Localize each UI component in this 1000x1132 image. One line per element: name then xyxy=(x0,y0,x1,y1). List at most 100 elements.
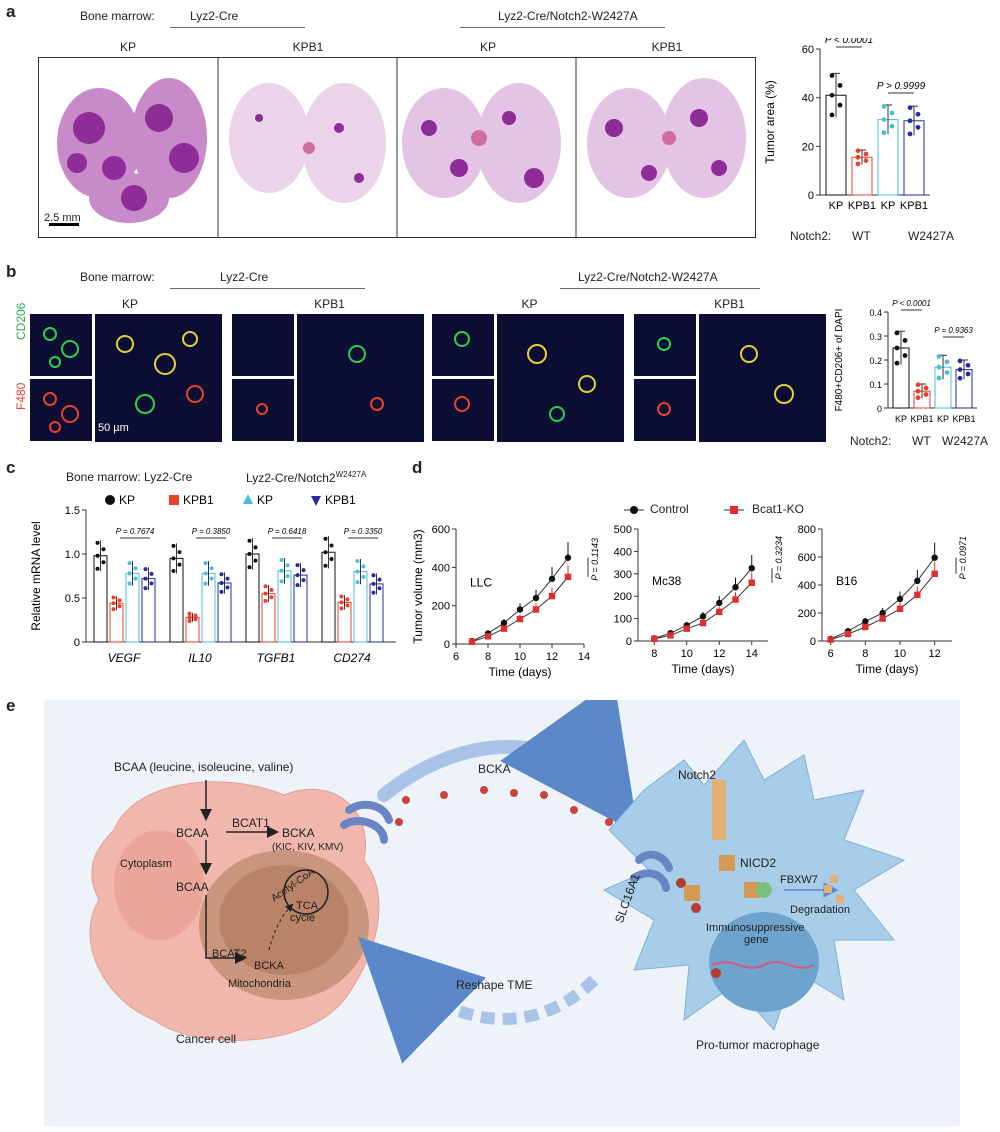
lung-section-kpb1-mut xyxy=(587,78,746,198)
p-value-label: P = 0.6418 xyxy=(268,527,307,536)
y-tick-label: 0.3 xyxy=(869,332,882,342)
lung-section-kp-mut xyxy=(402,83,561,203)
data-point xyxy=(187,611,192,616)
data-point xyxy=(532,594,540,602)
data-point xyxy=(361,564,366,569)
legend-bcat1-ko: Bcat1-KO xyxy=(752,502,805,516)
notch2-label-a: Notch2: xyxy=(790,229,832,243)
col-kpb1-mut-b: KPB1 xyxy=(714,297,745,311)
col-kpb1-a: KPB1 xyxy=(292,40,324,54)
y-tick-label: 0 xyxy=(626,636,632,648)
data-point xyxy=(532,606,540,613)
data-point xyxy=(253,558,258,563)
y-tick-label: 0.4 xyxy=(869,308,882,318)
data-point xyxy=(923,385,929,391)
data-point xyxy=(879,615,886,622)
data-point xyxy=(500,619,508,627)
data-point xyxy=(914,577,921,584)
data-point xyxy=(361,574,366,579)
label-bcka-flow: BCKA xyxy=(478,762,511,776)
data-point xyxy=(944,359,950,365)
label-bcaa-1: BCAA xyxy=(176,826,209,840)
if-cd206-kpb1-mut xyxy=(634,314,696,376)
data-point xyxy=(915,111,921,117)
data-point xyxy=(889,110,895,116)
x-tick-label: KP xyxy=(881,200,896,212)
y-tick-label: 0 xyxy=(810,636,816,648)
data-point xyxy=(879,609,886,617)
slc16a1-transporter xyxy=(635,850,673,872)
bone-marrow-label-c: Bone marrow: Lyz2-Cre xyxy=(66,470,193,484)
data-point xyxy=(127,561,132,566)
stain-f480-label: F480 xyxy=(14,382,28,410)
y-axis-label: F480+CD206+ of DAPI xyxy=(834,309,845,412)
scale-bar-b: 50 µm xyxy=(98,422,129,434)
notch2-receptor xyxy=(712,780,726,840)
data-point xyxy=(225,585,230,590)
x-tick-label: 6 xyxy=(453,651,459,663)
bone-marrow-label-b: Bone marrow: xyxy=(80,270,155,284)
group-notch2-c: Lyz2-Cre/Notch2W2427A xyxy=(246,470,367,485)
data-point xyxy=(894,360,900,366)
data-point xyxy=(915,388,921,394)
data-point xyxy=(516,606,524,613)
data-point xyxy=(748,579,755,586)
y-tick-label: 400 xyxy=(432,562,450,574)
notch2-wt-a: WT xyxy=(852,229,871,243)
schematic-background xyxy=(44,679,960,1126)
chart-d-mc38: 0 100 200 300 400 500 8 10 12 14 Time (days) Mc38 P … xyxy=(614,524,784,676)
y-tick-label: 0 xyxy=(808,190,814,202)
data-point xyxy=(133,566,138,571)
data-point xyxy=(855,148,861,154)
data-point xyxy=(902,353,908,358)
data-point xyxy=(209,576,214,581)
chart-label: LLC xyxy=(470,576,492,590)
data-point xyxy=(219,581,224,586)
data-point xyxy=(285,563,290,568)
data-point xyxy=(748,565,755,572)
data-point xyxy=(936,375,942,381)
data-point xyxy=(881,130,887,136)
legend-marker xyxy=(311,496,321,506)
data-point xyxy=(732,584,739,591)
data-point xyxy=(329,556,334,561)
label-bcaa-title: BCAA (leucine, isoleucine, valine) xyxy=(114,760,294,774)
data-point xyxy=(219,572,224,577)
label-bcaa-2: BCAA xyxy=(176,880,209,894)
data-point xyxy=(263,584,268,589)
y-tick-label: 20 xyxy=(802,141,814,153)
data-point xyxy=(149,571,154,576)
data-point xyxy=(896,595,904,603)
data-point xyxy=(837,102,843,108)
y-tick-label: 40 xyxy=(802,93,814,105)
label-degradation: Degradation xyxy=(790,904,850,916)
x-tick-label: KPB1 xyxy=(910,414,933,424)
data-point xyxy=(881,117,887,122)
p-value-label: P = 0.0971 xyxy=(958,536,968,579)
data-point xyxy=(862,623,869,631)
macrophage-nucleus xyxy=(709,912,819,1012)
y-tick-label: 0.2 xyxy=(869,356,882,366)
y-tick-label: 400 xyxy=(614,546,632,558)
bone-marrow-label-a: Bone marrow: xyxy=(80,9,155,23)
data-point xyxy=(902,338,908,343)
p-value-label: P = 0.1143 xyxy=(590,538,600,581)
group-notch2-b: Lyz2-Cre/Notch2-W2427A xyxy=(578,270,718,284)
group-lyz2-cre-a: Lyz2-Cre xyxy=(190,9,239,23)
x-tick-label: 8 xyxy=(485,651,491,663)
p-value-label: P = 0.9363 xyxy=(934,326,973,335)
chart-d-llc: 0 200 400 600 6 8 10 12 14 Time (days) Tumor volum… xyxy=(411,524,600,679)
data-point xyxy=(923,392,929,397)
data-point xyxy=(829,73,835,78)
if-f480-kp-mut xyxy=(432,379,494,441)
data-point xyxy=(193,617,198,622)
if-f480-kpb1 xyxy=(232,379,294,441)
chart-label: B16 xyxy=(836,574,858,588)
label-bcat1: BCAT1 xyxy=(232,816,270,830)
p-value-label: P < 0.0001 xyxy=(892,300,931,308)
data-point xyxy=(279,558,284,563)
panel-b-label: b xyxy=(6,262,17,281)
data-point xyxy=(716,599,723,607)
if-merge-kpb1 xyxy=(297,314,424,442)
legend-label: KPB1 xyxy=(183,493,214,507)
